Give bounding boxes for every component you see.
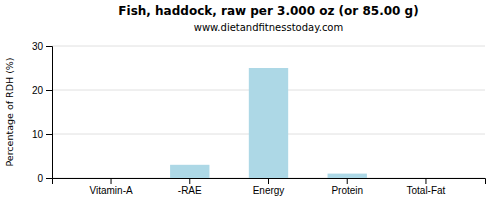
y-tick: 10	[32, 129, 52, 140]
y-axis: 0 10 20 30	[32, 41, 53, 184]
y-tick-label: 20	[32, 85, 44, 96]
chart: Fish, haddock, raw per 3.000 oz (or 85.0…	[0, 0, 500, 200]
y-tick-label: 30	[32, 41, 44, 52]
subtitle: www.dietandfitnesstoday.com	[194, 22, 343, 33]
x-tick-mark	[425, 178, 426, 184]
plot: 0 10 20 30 Vitamin-A -RAE Energy Protein Total-F…	[32, 41, 486, 196]
y-tick: 30	[32, 41, 52, 52]
y-axis-line	[46, 47, 53, 179]
bar	[91, 178, 130, 179]
bar	[328, 174, 367, 178]
y-tick-mark	[46, 134, 52, 135]
y-tick-label: 0	[37, 173, 43, 184]
x-axis: Vitamin-A -RAE Energy Protein Total-Fat	[53, 178, 486, 196]
x-tick-label: Protein	[331, 185, 363, 196]
y-tick: 20	[32, 85, 52, 96]
x-tick-mark	[111, 178, 112, 184]
x-axis-line	[53, 179, 486, 185]
bar	[249, 68, 288, 178]
x-tick: Energy	[253, 178, 285, 196]
x-tick: Total-Fat	[407, 178, 446, 196]
x-tick-mark	[268, 178, 269, 184]
y-tick-label: 10	[32, 129, 44, 140]
x-tick-mark	[347, 178, 348, 184]
y-tick-mark	[46, 90, 52, 91]
grid	[52, 46, 485, 178]
y-tick-mark	[46, 46, 52, 47]
x-tick-label: Vitamin-A	[89, 185, 132, 196]
bars	[170, 68, 367, 178]
x-tick: Protein	[331, 178, 363, 196]
y-tick: 0	[37, 173, 52, 184]
x-tick-label: -RAE	[178, 185, 202, 196]
x-tick-label: Energy	[253, 185, 285, 196]
x-tick-label: Total-Fat	[407, 185, 446, 196]
x-tick-mark	[189, 178, 190, 184]
y-axis-title: Percentage of RDH (%)	[4, 57, 15, 166]
bar	[170, 165, 209, 178]
y-tick-mark	[46, 178, 52, 179]
bar	[406, 178, 445, 179]
x-tick: Vitamin-A	[89, 178, 132, 196]
x-tick: -RAE	[178, 178, 202, 196]
grid-line	[52, 46, 485, 47]
title: Fish, haddock, raw per 3.000 oz (or 85.0…	[118, 4, 418, 18]
